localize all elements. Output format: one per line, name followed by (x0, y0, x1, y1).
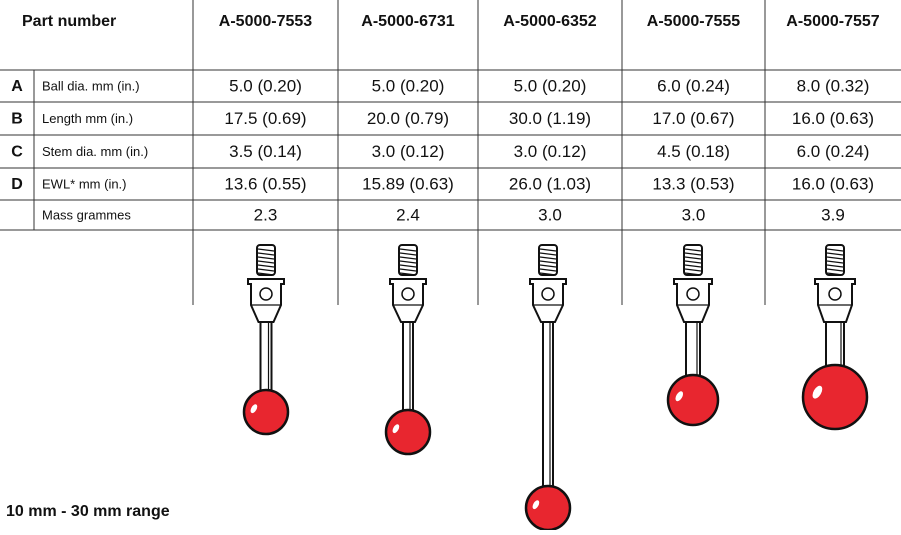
cell-value: 3.0 (0.12) (514, 142, 587, 161)
column-header: A-5000-6352 (503, 13, 597, 30)
cell-value: 3.9 (821, 205, 845, 224)
row-description: Mass grammes (42, 207, 131, 222)
stylus-drawing (242, 244, 290, 436)
row-letter: D (11, 176, 23, 193)
stylus-drawing (384, 244, 432, 456)
cell-value: 2.4 (396, 205, 420, 224)
cell-value: 26.0 (1.03) (509, 174, 591, 193)
cell-value: 5.0 (0.20) (514, 76, 587, 95)
header-title: Part number (22, 13, 116, 30)
cell-value: 5.0 (0.20) (372, 76, 445, 95)
cell-value: 16.0 (0.63) (792, 109, 874, 128)
cell-value: 13.3 (0.53) (652, 174, 734, 193)
cell-value: 17.0 (0.67) (652, 109, 734, 128)
column-header: A-5000-7553 (219, 13, 313, 30)
stylus-drawing (666, 244, 720, 427)
cell-value: 6.0 (0.24) (797, 142, 870, 161)
row-description: EWL* mm (in.) (42, 176, 127, 191)
cell-value: 20.0 (0.79) (367, 109, 449, 128)
cell-value: 3.0 (0.12) (372, 142, 445, 161)
cell-value: 4.5 (0.18) (657, 142, 730, 161)
cell-value: 3.5 (0.14) (229, 142, 302, 161)
row-letter: A (11, 78, 23, 95)
column-header: A-5000-7555 (647, 13, 741, 30)
cell-value: 2.3 (254, 205, 278, 224)
stylus-drawing (801, 244, 869, 431)
row-letter: C (11, 144, 23, 161)
cell-value: 15.89 (0.63) (362, 174, 454, 193)
cell-value: 6.0 (0.24) (657, 76, 730, 95)
cell-value: 8.0 (0.32) (797, 76, 870, 95)
column-header: A-5000-7557 (786, 13, 880, 30)
cell-value: 5.0 (0.20) (229, 76, 302, 95)
row-description: Length mm (in.) (42, 111, 133, 126)
cell-value: 16.0 (0.63) (792, 174, 874, 193)
footer: 10 mm - 30 mm range (6, 503, 170, 520)
row-letter: B (11, 111, 23, 128)
cell-value: 13.6 (0.55) (224, 174, 306, 193)
cell-value: 17.5 (0.69) (224, 109, 306, 128)
cell-value: 30.0 (1.19) (509, 109, 591, 128)
row-description: Ball dia. mm (in.) (42, 78, 140, 93)
row-description: Stem dia. mm (in.) (42, 144, 148, 159)
stylus-drawing (524, 244, 572, 532)
cell-value: 3.0 (682, 205, 706, 224)
column-header: A-5000-6731 (361, 13, 455, 30)
cell-value: 3.0 (538, 205, 562, 224)
